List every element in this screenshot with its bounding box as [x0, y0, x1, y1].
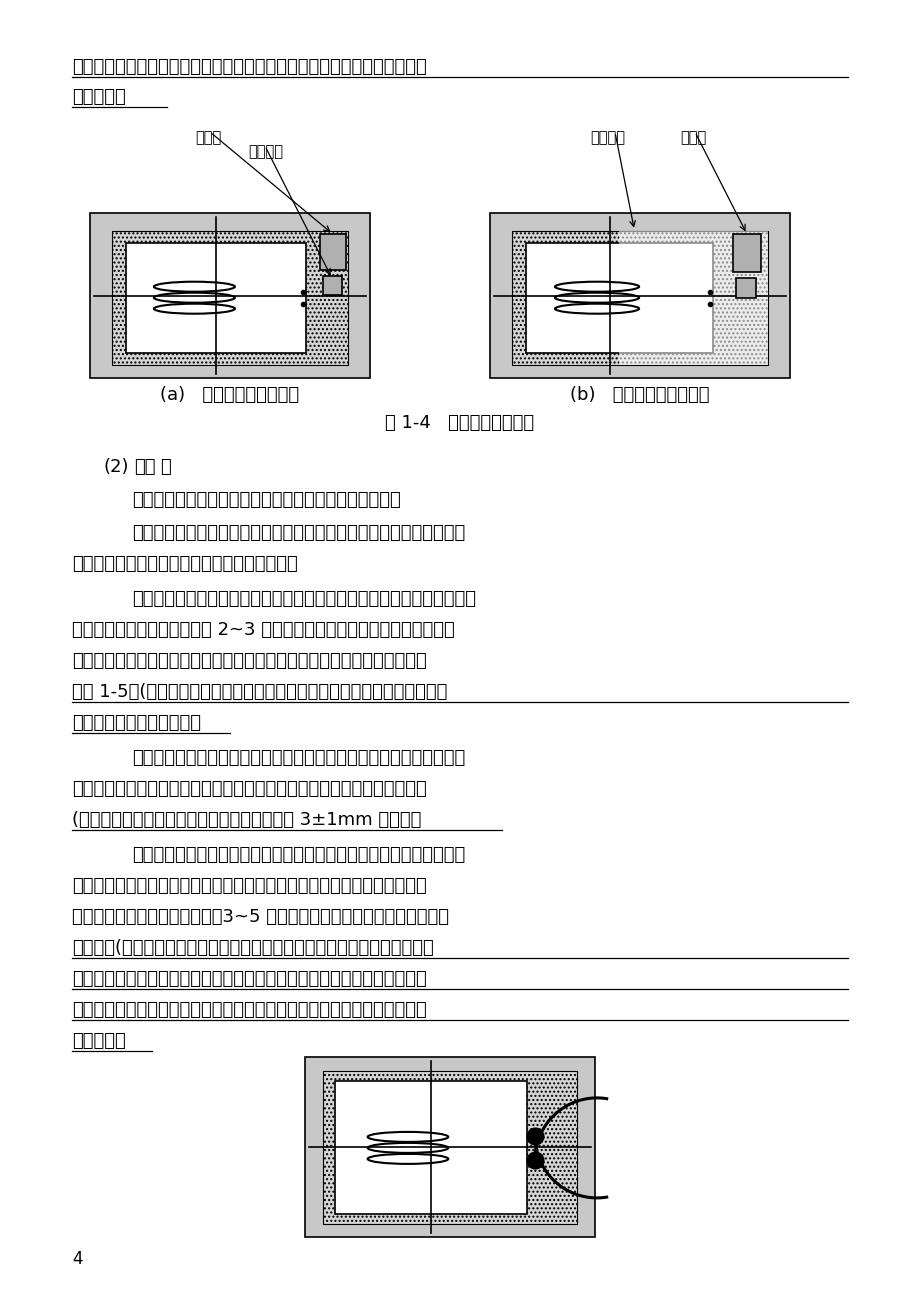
Text: 焊接要点：连接点必须用焊锡焊接，以保证测试线路导电性能的质量要: 焊接要点：连接点必须用焊锡焊接，以保证测试线路导电性能的质量要 [131, 524, 465, 543]
Text: 焊接: 焊接 [134, 458, 155, 476]
Text: 走，拿导线的手此时不能移动，3~5 秒之后，焊锡重新凝固，整个的焊接就: 走，拿导线的手此时不能移动，3~5 秒之后，焊锡重新凝固，整个的焊接就 [72, 909, 448, 925]
Text: 技巧三：引出线及导线的焊接。先用导线挂锡的一端将应变片的引出线: 技巧三：引出线及导线的焊接。先用导线挂锡的一端将应变片的引出线 [131, 846, 465, 864]
Bar [126, 243, 306, 353]
Text: 本挂满焊锡，如果接线柱上未能挂上焊锡或挂的焊锡较少，可再重复一次。: 本挂满焊锡，如果接线柱上未能挂上焊锡或挂的焊锡较少，可再重复一次。 [72, 652, 426, 670]
Text: (2): (2) [104, 458, 130, 476]
Text: 接线柱: 接线柱 [195, 130, 221, 145]
Text: 图 1-4   接线柱粘贴示意图: 图 1-4 接线柱粘贴示意图 [385, 414, 534, 432]
Bar [90, 213, 369, 378]
Text: 片与试件发生短路现象。）: 片与试件发生短路现象。） [72, 714, 200, 732]
Text: 见图 1-5。(注意：焊锡也不可太多，若焊锡太多流到试件上，则会引起应变: 见图 1-5。(注意：焊锡也不可太多，若焊锡太多流到试件上，则会引起应变 [72, 683, 447, 701]
Text: (a)   接线柱距应变片较近: (a) 接线柱距应变片较近 [160, 386, 300, 404]
Text: 点胶水处: 点胶水处 [248, 144, 283, 158]
Text: 两引出线互碰或引出线与试件接触造成短路。焊接完成后将引出线的多余部: 两引出线互碰或引出线与试件接触造成短路。焊接完成后将引出线的多余部 [72, 1001, 426, 1019]
Bar [335, 1081, 527, 1215]
Text: ：: ： [160, 458, 171, 476]
Bar [490, 213, 789, 378]
Text: 技巧二：导线挂锡。电烙铁热了之后，先挂少许松香，再挂少许焊锡，: 技巧二：导线挂锡。电烙铁热了之后，先挂少许松香，再挂少许焊锡， [131, 749, 465, 767]
Text: 透明胶带: 透明胶带 [589, 130, 624, 145]
Text: 技巧一：接线柱挂锡。电烙铁热了之后，先挂少许松香，再挂少许焊锡，: 技巧一：接线柱挂锡。电烙铁热了之后，先挂少许松香，再挂少许焊锡， [131, 591, 475, 607]
Text: 然后将电烙铁在接线柱上放置 2~3 秒钟左右拿开即可。通常要求接线柱上基: 然后将电烙铁在接线柱上放置 2~3 秒钟左右拿开即可。通常要求接线柱上基 [72, 620, 454, 639]
Text: 然后将电烙铁与导线的裸露线芯的四周都接触上，整个导线挂锡就完成了。: 然后将电烙铁与导线的裸露线芯的四周都接触上，整个导线挂锡就完成了。 [72, 780, 426, 798]
Text: 完成了。(注意：引出线不要拉得太紧，以免试件受到拉力作用后，接线柱与: 完成了。(注意：引出线不要拉得太紧，以免试件受到拉力作用后，接线柱与 [72, 938, 433, 957]
Bar [320, 234, 346, 270]
Text: 求，焊点大小应均匀，不能过大，不能有虚焊。: 求，焊点大小应均匀，不能过大，不能有虚焊。 [72, 556, 298, 572]
Text: 压在接线柱上，再把电烙铁放到接线柱上，当焊锡熔化之后立即将电烙铁移: 压在接线柱上，再把电烙铁放到接线柱上，当焊锡熔化之后立即将电烙铁移 [72, 877, 426, 896]
Text: (注意：导线挂锡一端的裸露线芯不能过长，以 3±1mm 为宜。）: (注意：导线挂锡一端的裸露线芯不能过长，以 3±1mm 为宜。） [72, 811, 421, 829]
Text: (b)   接线柱距应变片较远: (b) 接线柱距应变片较远 [570, 386, 709, 404]
Bar [526, 243, 712, 353]
Bar [323, 1071, 576, 1224]
Bar [305, 1057, 595, 1237]
Text: 件接触。）: 件接触。） [72, 88, 126, 106]
Text: 分剪掉。）: 分剪掉。） [72, 1032, 126, 1050]
Bar [112, 231, 347, 365]
Bar [732, 234, 760, 273]
Bar [323, 276, 342, 295]
Text: 片相隔较远时，则要在引线的下面粘贴一层绝缘透明胶带，防止引出线与试: 片相隔较远时，则要在引线的下面粘贴一层绝缘透明胶带，防止引出线与试 [72, 58, 426, 77]
Bar [618, 231, 767, 365]
Bar [512, 231, 767, 365]
Text: 接线柱: 接线柱 [679, 130, 706, 145]
Bar [735, 278, 755, 299]
Text: 应变片之间距离增加，使引出线先被拉断，造成断路；也不能过松，以避免: 应变片之间距离增加，使引出线先被拉断，造成断路；也不能过松，以避免 [72, 970, 426, 988]
Text: 4: 4 [72, 1250, 83, 1268]
Text: 用电烙铁将应变片的引出线和导线一起焊接在接线柱上。: 用电烙铁将应变片的引出线和导线一起焊接在接线柱上。 [131, 491, 401, 509]
